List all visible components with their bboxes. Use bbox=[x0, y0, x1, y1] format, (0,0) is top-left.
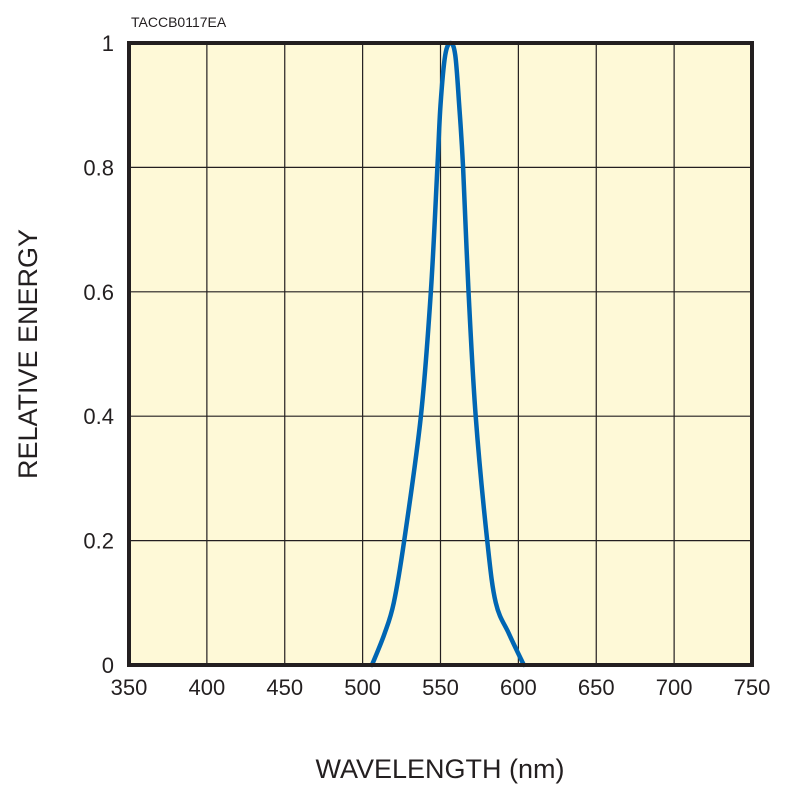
x-tick-label: 750 bbox=[734, 675, 771, 700]
figure-code: TACCB0117EA bbox=[131, 14, 227, 30]
y-axis-label: RELATIVE ENERGY bbox=[13, 229, 43, 479]
x-tick-label: 650 bbox=[578, 675, 615, 700]
x-tick-labels: 350 400 450 500 550 600 650 700 750 bbox=[111, 675, 771, 700]
x-tick-label: 350 bbox=[111, 675, 148, 700]
x-tick-label: 450 bbox=[266, 675, 303, 700]
y-tick-label: 1 bbox=[102, 31, 114, 56]
x-tick-label: 550 bbox=[422, 675, 459, 700]
x-tick-label: 600 bbox=[500, 675, 537, 700]
y-tick-label: 0.6 bbox=[83, 280, 114, 305]
y-tick-label: 0.8 bbox=[83, 155, 114, 180]
x-tick-label: 400 bbox=[189, 675, 226, 700]
y-tick-labels: 0 0.2 0.4 0.6 0.8 1 bbox=[83, 31, 114, 678]
y-tick-label: 0.4 bbox=[83, 404, 114, 429]
x-tick-label: 500 bbox=[344, 675, 381, 700]
x-tick-label: 700 bbox=[656, 675, 693, 700]
plot-frame bbox=[127, 41, 754, 667]
y-tick-label: 0.2 bbox=[83, 529, 114, 554]
x-axis-label: WAVELENGTH (nm) bbox=[315, 754, 564, 784]
y-tick-label: 0 bbox=[102, 653, 114, 678]
